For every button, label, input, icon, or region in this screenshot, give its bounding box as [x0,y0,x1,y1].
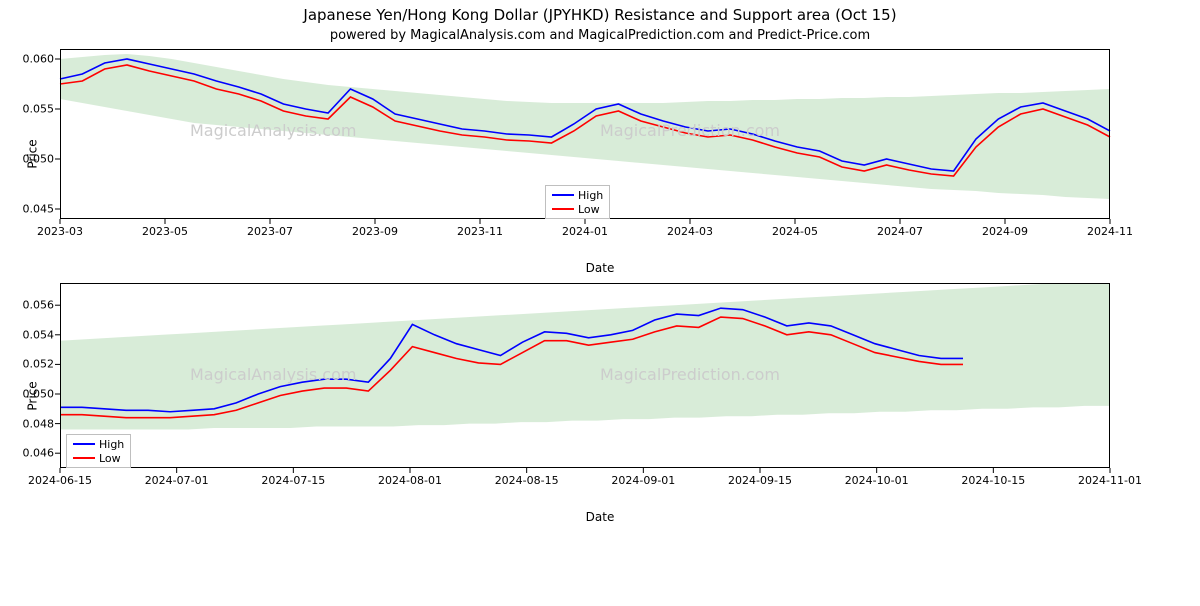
x-tick-label: 2024-07 [877,225,923,238]
legend-swatch-high [552,194,574,196]
legend-item: Low [552,202,603,216]
x-tick-label: 2024-03 [667,225,713,238]
y-tick-label: 0.052 [23,358,55,371]
x-tick-label: 2024-01 [562,225,608,238]
x-tick-label: 2024-11-01 [1078,474,1142,487]
y-tick-label: 0.048 [23,417,55,430]
legend-label: High [99,438,124,451]
support-resistance-band [60,54,1110,199]
top-chart: Price MagicalAnalysis.com MagicalPredict… [60,49,1110,259]
chart-title: Japanese Yen/Hong Kong Dollar (JPYHKD) R… [0,6,1200,24]
legend-item: High [73,437,124,451]
x-axis-label: Date [0,510,1200,524]
bottom-chart-svg [60,283,1110,468]
legend-item: Low [73,451,124,465]
legend-swatch-high [73,443,95,445]
x-axis-label: Date [0,261,1200,275]
x-tick-label: 2024-06-15 [28,474,92,487]
x-tick-label: 2023-05 [142,225,188,238]
x-tick-label: 2024-10-01 [845,474,909,487]
x-tick-label: 2024-10-15 [961,474,1025,487]
y-tick-label: 0.055 [23,103,55,116]
x-tick-label: 2024-09 [982,225,1028,238]
x-tick-label: 2024-07-15 [261,474,325,487]
legend-label: Low [578,203,600,216]
legend: High Low [66,434,131,468]
y-tick-label: 0.046 [23,447,55,460]
x-tick-label: 2024-08-15 [495,474,559,487]
x-tick-label: 2024-08-01 [378,474,442,487]
y-tick-label: 0.056 [23,299,55,312]
x-tick-label: 2023-03 [37,225,83,238]
legend-swatch-low [73,457,95,459]
x-tick-label: 2024-05 [772,225,818,238]
y-tick-label: 0.050 [23,153,55,166]
legend-swatch-low [552,208,574,210]
y-tick-label: 0.050 [23,388,55,401]
x-tick-label: 2024-07-01 [145,474,209,487]
y-tick-label: 0.060 [23,53,55,66]
legend-label: High [578,189,603,202]
x-tick-label: 2023-11 [457,225,503,238]
y-tick-label: 0.045 [23,203,55,216]
y-tick-label: 0.054 [23,328,55,341]
page: Japanese Yen/Hong Kong Dollar (JPYHKD) R… [0,6,1200,606]
chart-subtitle: powered by MagicalAnalysis.com and Magic… [0,28,1200,43]
x-tick-label: 2024-09-01 [611,474,675,487]
bottom-chart: Price MagicalAnalysis.com MagicalPredict… [60,283,1110,508]
legend-label: Low [99,452,121,465]
legend: High Low [545,185,610,219]
x-tick-label: 2024-09-15 [728,474,792,487]
legend-item: High [552,188,603,202]
x-tick-label: 2023-09 [352,225,398,238]
x-tick-label: 2023-07 [247,225,293,238]
x-tick-label: 2024-11 [1087,225,1133,238]
